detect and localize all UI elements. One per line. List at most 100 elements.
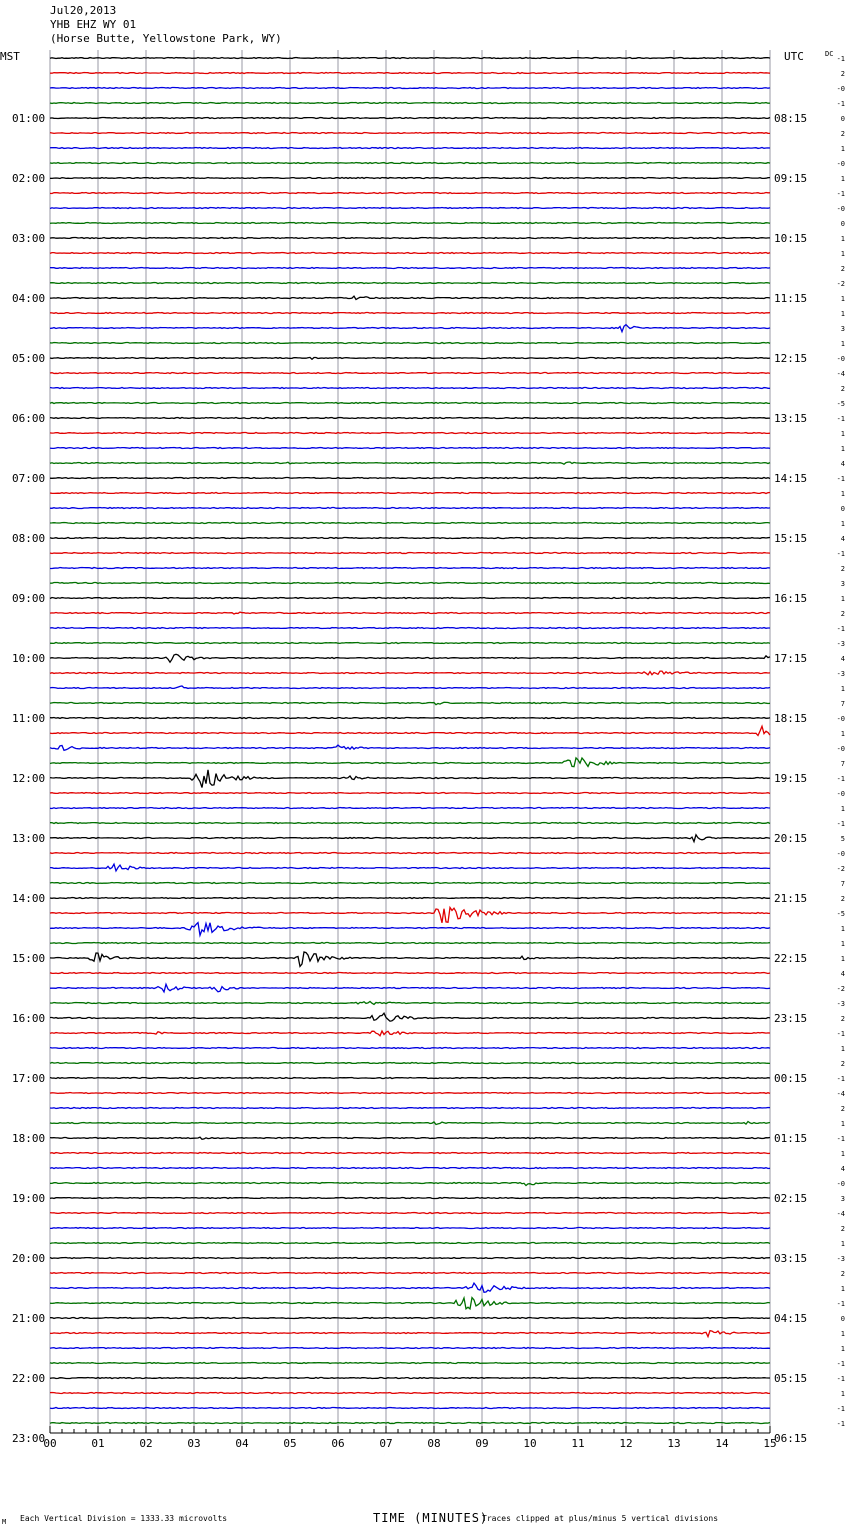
trace-line <box>49 1151 771 1155</box>
dc-offset-value: -2 <box>837 985 845 993</box>
trace-line <box>49 744 771 752</box>
dc-offset-value: 7 <box>841 700 845 708</box>
trace-line <box>49 311 771 315</box>
mst-hour-label: 19:00 <box>12 1192 45 1205</box>
trace-line <box>49 951 771 968</box>
trace-line <box>49 1391 771 1395</box>
trace-line <box>50 821 771 825</box>
dc-offset-value: 3 <box>841 580 845 588</box>
plot-header: Jul20,2013 YHB EHZ WY 01 (Horse Butte, Y… <box>50 4 282 46</box>
mst-hour-label: 08:00 <box>12 532 45 545</box>
mst-hour-label: 23:00 <box>12 1432 45 1445</box>
scale-note: Each Vertical Division = 1333.33 microvo… <box>20 1514 228 1523</box>
x-tick-label: 04 <box>235 1437 249 1450</box>
dc-offset-value: -4 <box>837 1090 845 1098</box>
trace-line <box>49 920 771 938</box>
trace-line <box>49 461 771 465</box>
utc-hour-label: 17:15 <box>774 652 807 665</box>
dc-offset-value: 1 <box>841 1285 845 1293</box>
trace-line <box>49 266 771 270</box>
dc-offset-value: 1 <box>841 430 845 438</box>
x-tick-label: 15 <box>763 1437 776 1450</box>
mst-hour-label: 14:00 <box>12 892 45 905</box>
trace-line <box>49 769 771 788</box>
mst-hour-label: 01:00 <box>12 112 45 125</box>
dc-offset-value: 2 <box>841 130 845 138</box>
trace-line <box>49 881 771 885</box>
dc-offset-value: -4 <box>837 370 845 378</box>
dc-offset-value: -1 <box>837 1420 845 1428</box>
utc-hour-label: 12:15 <box>774 352 807 365</box>
trace-line <box>49 756 771 768</box>
trace-line <box>49 521 771 525</box>
mst-hour-label: 03:00 <box>12 232 45 245</box>
dc-offset-value: 2 <box>841 385 845 393</box>
utc-hour-label: 04:15 <box>774 1312 807 1325</box>
dc-offset-value: -1 <box>837 625 845 633</box>
trace-line <box>49 971 771 975</box>
dc-offset-value: -1 <box>837 550 845 558</box>
mst-hour-label: 06:00 <box>12 412 45 425</box>
x-tick-label: 11 <box>571 1437 584 1450</box>
mst-hour-label: 09:00 <box>12 592 45 605</box>
dc-offset-value: -0 <box>837 160 845 168</box>
mst-hour-label: 05:00 <box>12 352 45 365</box>
utc-hour-label: 16:15 <box>774 592 807 605</box>
x-tick-label: 00 <box>43 1437 56 1450</box>
dc-offset-value: 1 <box>841 250 845 258</box>
trace-line <box>49 491 771 495</box>
dc-offset-value: 2 <box>841 610 845 618</box>
utc-hour-label: 15:15 <box>774 532 807 545</box>
dc-offset-value: -1 <box>837 1375 845 1383</box>
dc-offset-value: -3 <box>837 670 845 678</box>
corner-mark: M <box>2 1518 7 1526</box>
dc-offset-value: -1 <box>837 820 845 828</box>
trace-line <box>49 1029 771 1037</box>
trace-line <box>49 1281 771 1294</box>
mst-hour-label: 17:00 <box>12 1072 45 1085</box>
mst-hour-label: 21:00 <box>12 1312 45 1325</box>
trace-line <box>49 1106 771 1110</box>
trace-line <box>49 221 771 225</box>
utc-hour-label: 08:15 <box>774 112 807 125</box>
utc-hour-label: 09:15 <box>774 172 807 185</box>
dc-offset-value: 1 <box>841 1345 845 1353</box>
dc-offset-value: 4 <box>841 460 845 468</box>
dc-offset-value: 1 <box>841 685 845 693</box>
utc-hour-label: 14:15 <box>774 472 807 485</box>
dc-offset-value: 2 <box>841 565 845 573</box>
dc-offset-value: 4 <box>841 655 845 663</box>
dc-offset-value: -4 <box>837 1210 845 1218</box>
dc-offset-value: 1 <box>841 925 845 933</box>
dc-offset-value: 1 <box>841 805 845 813</box>
mst-hour-label: 15:00 <box>12 952 45 965</box>
trace-line <box>49 1346 771 1350</box>
dc-offset-value: 1 <box>841 1390 845 1398</box>
station-location: (Horse Butte, Yellowstone Park, WY) <box>50 32 282 45</box>
mst-hour-label: 13:00 <box>12 832 45 845</box>
dc-offset-value: 0 <box>841 115 845 123</box>
dc-offset-value: -1 <box>837 1030 845 1038</box>
mst-hour-label: 22:00 <box>12 1372 45 1385</box>
utc-hour-label: 20:15 <box>774 832 807 845</box>
utc-hour-label: 06:15 <box>774 1432 807 1445</box>
x-tick-label: 03 <box>187 1437 200 1450</box>
trace-line <box>49 71 771 75</box>
dc-offset-value: 2 <box>841 265 845 273</box>
dc-offset-value: 2 <box>841 1225 845 1233</box>
x-tick-label: 09 <box>475 1437 488 1450</box>
dc-offset-value: 3 <box>841 325 845 333</box>
trace-line <box>49 416 771 420</box>
trace-line <box>49 1061 771 1065</box>
dc-offset-value: 1 <box>841 340 845 348</box>
trace-line <box>49 371 771 375</box>
x-tick-label: 05 <box>283 1437 296 1450</box>
dc-offset-value: -1 <box>837 1075 845 1083</box>
dc-offset-value: -1 <box>837 1360 845 1368</box>
trace-line <box>49 251 771 255</box>
trace-line <box>49 641 771 645</box>
x-tick-label: 01 <box>91 1437 104 1450</box>
x-tick-label: 07 <box>379 1437 392 1450</box>
dc-offset-value: -0 <box>837 85 845 93</box>
dc-offset-value: 1 <box>841 595 845 603</box>
